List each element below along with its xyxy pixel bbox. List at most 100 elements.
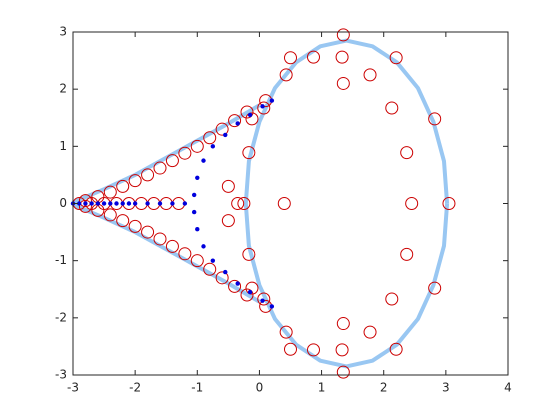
x-tick-label: 4 <box>504 381 512 395</box>
dot-marker <box>223 269 228 275</box>
dot-marker <box>210 144 216 149</box>
dot-marker <box>108 201 113 206</box>
circle-marker <box>203 131 217 145</box>
circle-marker <box>245 281 259 295</box>
circle-marker <box>215 122 229 136</box>
circle-marker <box>103 185 117 199</box>
dot-marker <box>191 192 197 198</box>
circle-marker <box>165 239 179 253</box>
y-tick-label: 0 <box>59 196 67 210</box>
circle-marker <box>363 325 377 339</box>
circle-marker <box>257 292 271 306</box>
dot-marker <box>114 201 119 206</box>
x-tick-label: 1 <box>318 381 326 395</box>
circle-marker <box>231 197 245 210</box>
dot-marker <box>260 298 265 303</box>
dot-marker <box>247 112 253 118</box>
x-tick-label: -2 <box>129 381 141 395</box>
x-tick-label: 3 <box>442 381 450 395</box>
circle-marker <box>240 288 254 302</box>
circle-marker <box>389 51 403 65</box>
y-tick-label: 1 <box>59 139 67 153</box>
circle-marker <box>228 279 242 293</box>
dot-marker <box>95 201 101 206</box>
circle-marker <box>279 68 293 82</box>
dot-marker <box>269 304 275 309</box>
circle-marker <box>385 101 399 115</box>
dot-marker <box>182 201 188 206</box>
dot-marker <box>145 201 150 206</box>
circle-marker <box>78 199 92 213</box>
y-tick-label: -1 <box>55 253 67 267</box>
circle-marker <box>306 343 320 357</box>
x-tick-label: 0 <box>256 381 264 395</box>
dot-marker <box>83 201 88 206</box>
circle-marker <box>284 51 297 65</box>
circle-marker <box>215 271 229 285</box>
circle-marker <box>242 247 256 261</box>
dot-marker <box>132 201 138 206</box>
circle-marker <box>178 146 192 160</box>
circle-marker <box>116 214 130 228</box>
circle-marker <box>400 146 414 160</box>
circle-marker <box>221 179 235 193</box>
circle-marker <box>228 114 242 128</box>
dot-marker <box>269 98 275 103</box>
dot-marker <box>235 281 240 286</box>
circle-marker <box>363 68 377 82</box>
dot-marker <box>101 201 107 206</box>
circle-marker <box>128 174 142 188</box>
dot-marker <box>191 209 197 215</box>
circle-marker <box>277 197 291 210</box>
x-tick-label: 2 <box>380 381 388 395</box>
circle-marker <box>306 50 320 64</box>
circle-marker <box>405 197 419 210</box>
circle-marker <box>284 342 297 356</box>
circle-marker <box>336 28 350 42</box>
circle-marker <box>190 139 204 153</box>
circle-marker <box>221 214 235 228</box>
circle-marker <box>190 254 204 268</box>
circle-marker <box>153 161 167 175</box>
circle-marker <box>128 219 142 233</box>
y-tick-label: 3 <box>59 25 67 39</box>
circle-marker <box>242 146 256 160</box>
dot-marker <box>260 104 265 109</box>
circle-marker <box>336 365 350 379</box>
dot-marker <box>247 289 253 295</box>
circle-marker <box>442 197 456 210</box>
x-tick-label: -3 <box>67 381 79 395</box>
circle-marker <box>141 168 155 182</box>
dot-marker <box>77 201 82 206</box>
circle-marker <box>400 247 414 261</box>
dot-marker <box>170 201 175 206</box>
dot-marker <box>126 201 132 206</box>
dot-marker <box>89 201 94 206</box>
circle-marker <box>389 342 403 356</box>
circle-marker <box>153 232 167 246</box>
y-tick-label: 2 <box>59 82 67 96</box>
circle-marker <box>240 105 254 119</box>
circle-marker <box>335 343 349 357</box>
circle-marker <box>335 50 349 64</box>
x-tick-label: -1 <box>191 381 203 395</box>
circle-marker <box>178 247 192 261</box>
circle-marker <box>336 317 350 331</box>
circle-marker <box>103 208 117 222</box>
circle-marker <box>203 262 217 276</box>
circle-marker <box>279 325 293 339</box>
curve <box>72 38 450 369</box>
circle-marker <box>257 101 271 115</box>
circle-marker <box>385 292 399 306</box>
dot-marker <box>157 201 163 206</box>
circle-marker <box>336 76 350 90</box>
y-tick-label: -2 <box>55 310 67 324</box>
circle-marker <box>141 225 155 239</box>
circle-marker <box>237 197 251 210</box>
y-tick-label: -3 <box>55 368 67 382</box>
circle-marker <box>428 281 442 295</box>
dot-marker <box>195 175 200 180</box>
dot-marker <box>195 227 200 232</box>
circle-marker <box>245 112 259 126</box>
